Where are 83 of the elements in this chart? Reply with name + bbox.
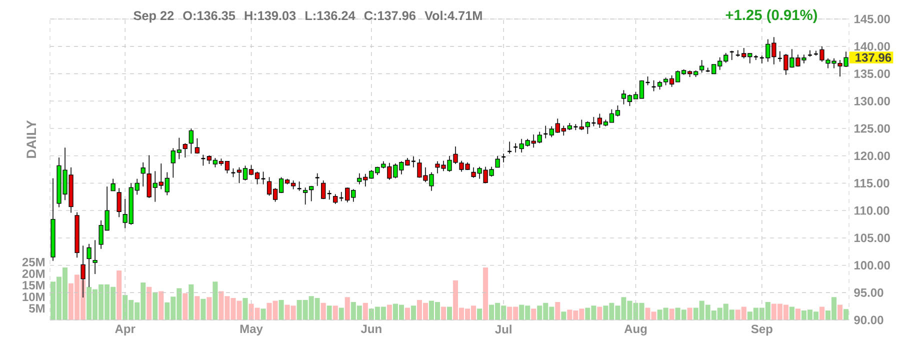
- y-tick-label: 100.00: [854, 261, 890, 270]
- bar: [278, 300, 284, 320]
- bar: [242, 298, 248, 320]
- annotation: H:139.03: [244, 11, 296, 20]
- bar: [446, 306, 452, 320]
- candlestick: [303, 187, 308, 205]
- candlestick: [495, 155, 500, 168]
- candlestick: [260, 171, 266, 185]
- bar: [597, 306, 602, 320]
- bar: [332, 306, 338, 320]
- annotation: L:136.24: [305, 11, 356, 20]
- bar: [194, 296, 200, 320]
- bar: [404, 308, 410, 320]
- bar: [206, 297, 212, 320]
- x-tick-label: Sep: [751, 324, 772, 336]
- bar: [789, 306, 794, 320]
- bar: [212, 282, 218, 320]
- y-tick-label: 90.00: [854, 316, 884, 324]
- candlestick: [321, 180, 326, 200]
- text: 137.96: [856, 53, 892, 62]
- bar: [344, 297, 350, 320]
- y-tick-label: 145.00: [854, 14, 890, 24]
- bar: [843, 309, 849, 320]
- y-tick-label: 135.00: [854, 69, 890, 78]
- y-tick-label: 125.00: [854, 124, 890, 133]
- bar: [483, 267, 488, 320]
- bar: [440, 306, 446, 320]
- bar: [158, 291, 164, 320]
- bar: [669, 308, 674, 320]
- bar: [819, 306, 824, 320]
- y2-tick-label: 10M: [22, 292, 44, 302]
- bar: [795, 308, 800, 320]
- x-tick-label: Jul: [495, 324, 512, 334]
- bar: [477, 308, 482, 320]
- annotation: +1.25 (0.91%): [726, 9, 817, 24]
- x-tick-label: Jun: [360, 324, 382, 334]
- bar: [687, 308, 692, 320]
- y2-tick-label: 25M: [22, 258, 44, 266]
- x-tick-label: Aug: [624, 324, 647, 336]
- bar: [555, 302, 560, 320]
- candlestick: [188, 128, 194, 154]
- candlestick: [140, 162, 146, 187]
- bar: [320, 302, 326, 320]
- bar: [410, 306, 416, 320]
- annotation: Sep 22: [134, 11, 174, 23]
- candlestick: [110, 178, 116, 192]
- y2-tick-label: 5M: [29, 304, 44, 313]
- candlestick: [116, 188, 122, 218]
- y2-tick-label: 20M: [22, 269, 44, 278]
- bar: [260, 308, 266, 320]
- bar: [837, 304, 843, 320]
- y2-tick-label: 15M: [22, 281, 44, 290]
- candlestick: [729, 50, 734, 60]
- x-tick-label: May: [240, 324, 263, 336]
- annotation: Vol:4.71M: [424, 10, 482, 20]
- y-tick-label: 130.00: [854, 96, 890, 106]
- candlestick: [296, 181, 302, 192]
- y-tick-label: 95.00: [854, 288, 884, 297]
- candlestick: [333, 194, 338, 204]
- candlestick: [700, 60, 704, 74]
- y-tick-label: 110.00: [854, 206, 890, 215]
- annotation: O:136.35: [183, 11, 236, 20]
- bar: [146, 286, 152, 320]
- y2-axis-title: DAILY: [26, 120, 36, 158]
- bar: [561, 312, 566, 320]
- bar: [531, 308, 536, 320]
- bar: [386, 304, 392, 320]
- bar: [362, 302, 368, 320]
- candlestick: [194, 138, 200, 154]
- y-tick-label: 140.00: [854, 42, 890, 51]
- y-tick-label: 120.00: [854, 152, 890, 160]
- bar: [188, 284, 194, 320]
- annotation: C:137.96: [364, 11, 416, 20]
- candlestick: [182, 142, 188, 158]
- x-tick-label: Apr: [115, 324, 136, 336]
- candlestick: [92, 240, 98, 274]
- candlestick: [314, 172, 320, 186]
- bar: [182, 293, 188, 320]
- bar: [200, 298, 206, 320]
- y-tick-label: 115.00: [854, 178, 890, 188]
- candlestick: [309, 186, 314, 202]
- bar: [116, 270, 122, 320]
- y-tick-label: 105.00: [854, 234, 890, 242]
